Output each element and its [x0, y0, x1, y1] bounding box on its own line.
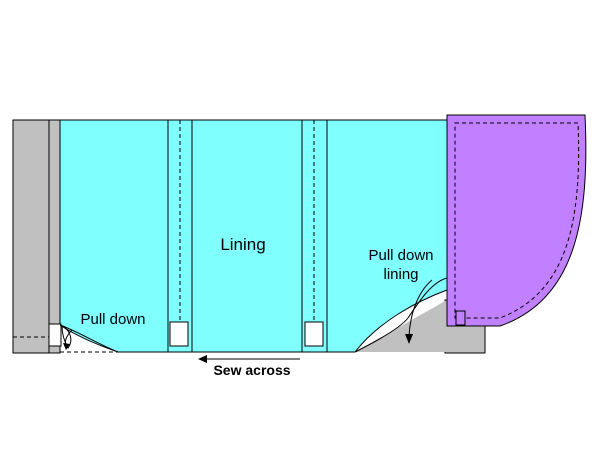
arrow-head-icon — [405, 334, 413, 344]
left-corner-tab — [48, 323, 62, 347]
sew-across-label: Sew across — [213, 362, 290, 378]
arrow-head-icon — [63, 343, 70, 350]
arrow-head-icon — [198, 355, 207, 363]
hem-facing — [446, 114, 587, 327]
lining-curl-right — [354, 277, 448, 353]
pull-down-lining-label: Pull down — [368, 247, 433, 264]
pull-down-arrow-right — [408, 279, 433, 339]
pull-down-label: Pull down — [80, 311, 145, 328]
pull-down-lining-label: lining — [383, 266, 418, 283]
right-exposed-backing — [355, 300, 447, 352]
lining-label: Lining — [220, 235, 265, 254]
lining-curl-left — [59, 324, 119, 353]
left-backing — [12, 119, 61, 354]
hem-corner-tab — [455, 310, 466, 326]
hem-stitch — [454, 122, 580, 319]
weight-tab — [304, 321, 324, 347]
weight-tab — [169, 321, 189, 347]
